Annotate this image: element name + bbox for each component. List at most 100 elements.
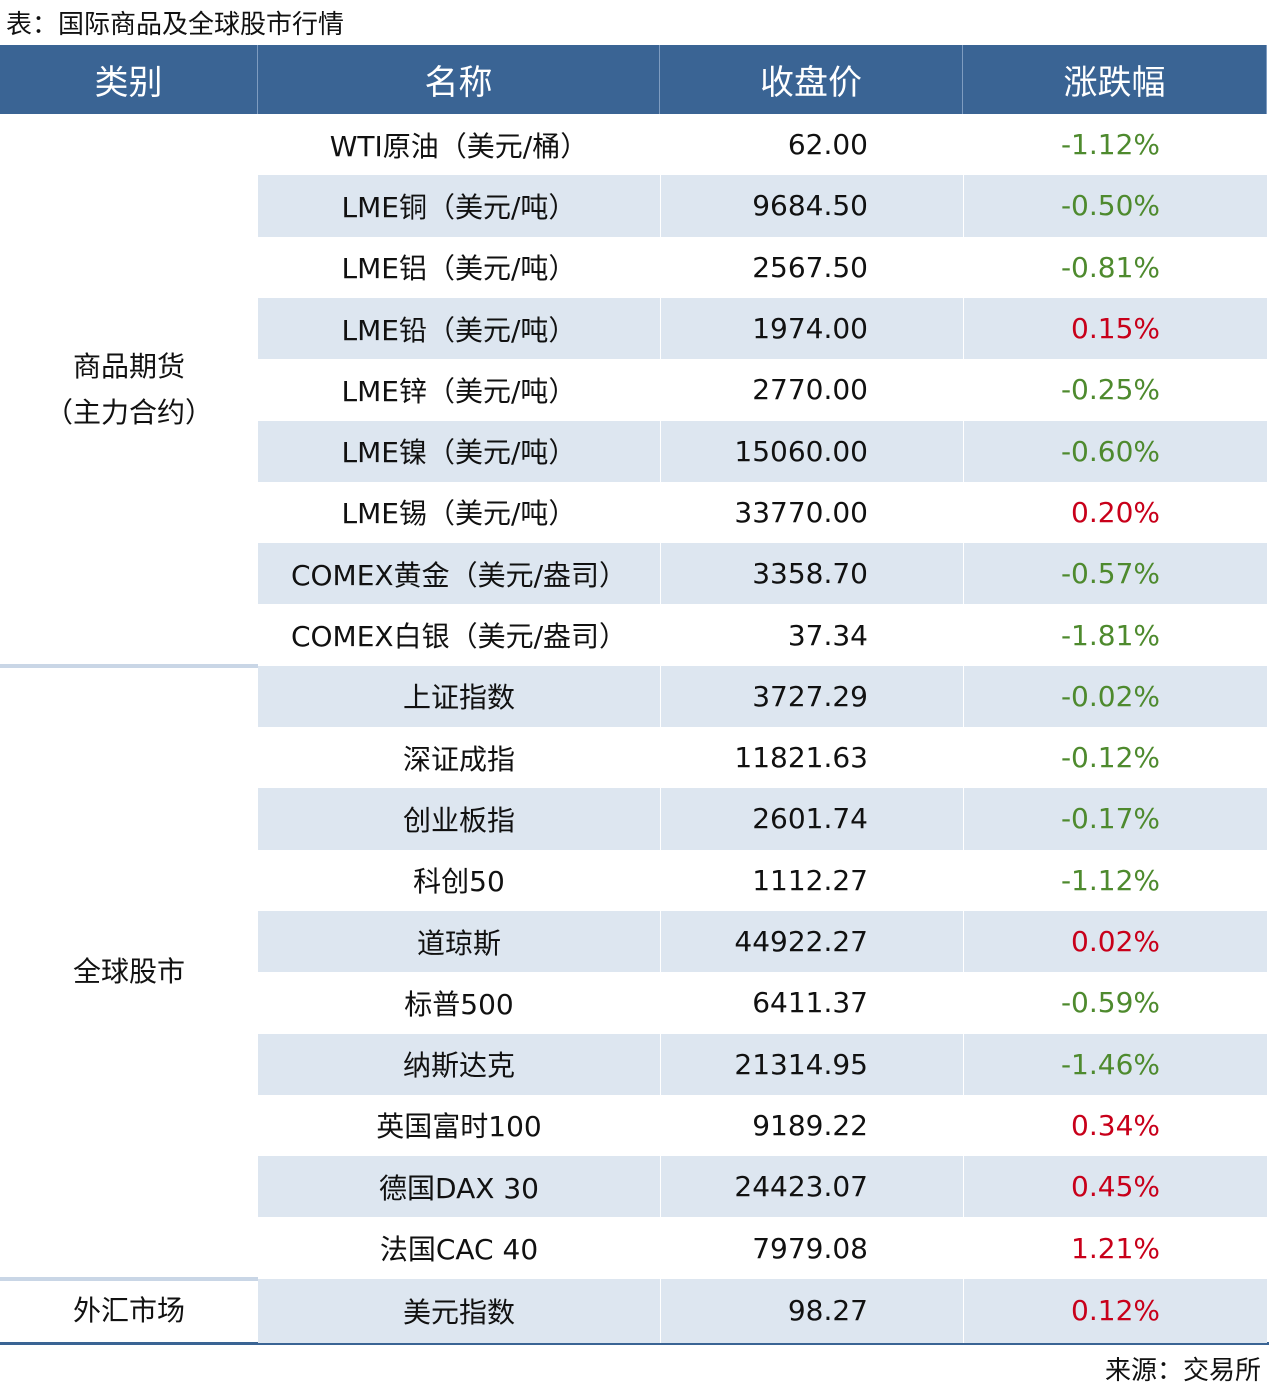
close-cell: 21314.95	[734, 1047, 868, 1081]
column-divider	[963, 1156, 964, 1218]
change-cell: 0.02%	[1071, 925, 1160, 959]
change-cell: -0.57%	[1060, 557, 1160, 591]
name-cell: 上证指数	[402, 681, 515, 715]
column-divider	[660, 481, 661, 544]
column-divider	[963, 972, 964, 1034]
column-divider	[963, 359, 964, 421]
column-divider	[660, 665, 661, 727]
close-cell: 24423.07	[734, 1170, 868, 1204]
column-divider	[963, 236, 964, 298]
close-cell: 11821.63	[734, 741, 868, 775]
column-divider	[963, 665, 964, 727]
column-divider	[963, 1278, 964, 1343]
close-cell: 2601.74	[752, 802, 868, 836]
column-divider	[963, 543, 964, 605]
change-cell: -0.17%	[1060, 802, 1160, 836]
change-cell: -1.12%	[1060, 128, 1160, 162]
name-cell: COMEX白银（美元/盎司）	[290, 620, 628, 654]
name-cell: LME铜（美元/吨）	[341, 190, 577, 224]
close-cell: 6411.37	[752, 986, 868, 1020]
category-cell: 外汇市场	[72, 1293, 185, 1327]
row-bg	[258, 665, 1267, 727]
column-divider	[660, 236, 661, 298]
name-cell: 深证成指	[402, 742, 515, 776]
change-cell: 0.45%	[1071, 1170, 1160, 1204]
name-cell: COMEX黄金（美元/盎司）	[290, 558, 628, 592]
row-bg	[258, 849, 1267, 911]
column-divider	[963, 1217, 964, 1279]
source: 来源：交易所	[1104, 1356, 1261, 1386]
name-cell: 英国富时100	[376, 1110, 542, 1144]
row-bg	[258, 788, 1267, 850]
row-bg	[258, 1156, 1267, 1218]
name-cell: 法国CAC 40	[379, 1233, 539, 1267]
row-bg	[258, 1278, 1267, 1343]
column-divider	[963, 910, 964, 973]
close-cell: 9684.50	[752, 189, 868, 223]
row-bg	[258, 236, 1267, 298]
group-divider	[0, 1276, 258, 1281]
change-cell: -0.12%	[1060, 741, 1160, 775]
column-divider	[963, 297, 964, 360]
close-cell: 37.34	[787, 618, 868, 652]
column-divider	[660, 849, 661, 911]
column-header: 名称	[258, 45, 660, 114]
close-cell: 9189.22	[752, 1108, 868, 1142]
change-cell: 0.15%	[1071, 312, 1160, 346]
column-divider	[963, 849, 964, 911]
column-divider	[963, 175, 964, 237]
column-divider	[963, 727, 964, 789]
row-bg	[258, 297, 1267, 360]
change-cell: -0.59%	[1060, 986, 1160, 1020]
name-cell: LME锡（美元/吨）	[341, 497, 577, 531]
name-cell: 标普500	[404, 987, 514, 1021]
column-divider	[660, 727, 661, 789]
title: 表：国际商品及全球股市行情	[6, 10, 345, 40]
group-divider	[0, 663, 258, 668]
close-cell: 3727.29	[752, 679, 868, 713]
name-cell: 创业板指	[402, 803, 515, 837]
row-bg	[258, 1033, 1267, 1095]
name-cell: LME铝（美元/吨）	[341, 252, 577, 286]
row-bg	[258, 175, 1267, 237]
close-cell: 7979.08	[752, 1231, 868, 1265]
column-divider	[660, 114, 661, 176]
column-divider	[660, 1033, 661, 1095]
change-cell: -0.50%	[1060, 189, 1160, 223]
category-cell: 全球股市	[72, 955, 185, 989]
row-bg	[258, 972, 1267, 1034]
column-divider	[963, 114, 964, 176]
close-cell: 62.00	[787, 128, 868, 162]
column-divider	[963, 481, 964, 544]
column-divider	[660, 359, 661, 421]
row-bg	[258, 1217, 1267, 1279]
name-cell: 科创50	[413, 865, 505, 899]
column-divider	[963, 1094, 964, 1157]
column-divider	[660, 1094, 661, 1157]
column-divider	[660, 1156, 661, 1218]
close-cell: 15060.00	[734, 434, 868, 468]
category-cell: 商品期货 （主力合约）	[44, 349, 213, 429]
row-bg	[258, 420, 1267, 482]
change-cell: 1.21%	[1071, 1231, 1160, 1265]
column-divider	[963, 1033, 964, 1095]
name-cell: 德国DAX 30	[379, 1171, 539, 1205]
change-cell: -1.46%	[1060, 1047, 1160, 1081]
name-cell: LME铅（美元/吨）	[341, 313, 577, 347]
row-bg	[258, 910, 1267, 973]
column-divider	[660, 420, 661, 482]
change-cell: -0.60%	[1060, 434, 1160, 468]
close-cell: 33770.00	[734, 495, 868, 529]
bottom-rule	[0, 1342, 1269, 1345]
change-cell: -0.25%	[1060, 373, 1160, 407]
row-bg	[258, 727, 1267, 789]
change-cell: -0.02%	[1060, 679, 1160, 713]
name-cell: 美元指数	[402, 1295, 515, 1329]
column-divider	[963, 604, 964, 666]
close-cell: 2770.00	[752, 373, 868, 407]
column-divider	[660, 175, 661, 237]
column-divider	[963, 788, 964, 850]
column-header: 收盘价	[660, 45, 963, 114]
close-cell: 98.27	[787, 1294, 868, 1328]
